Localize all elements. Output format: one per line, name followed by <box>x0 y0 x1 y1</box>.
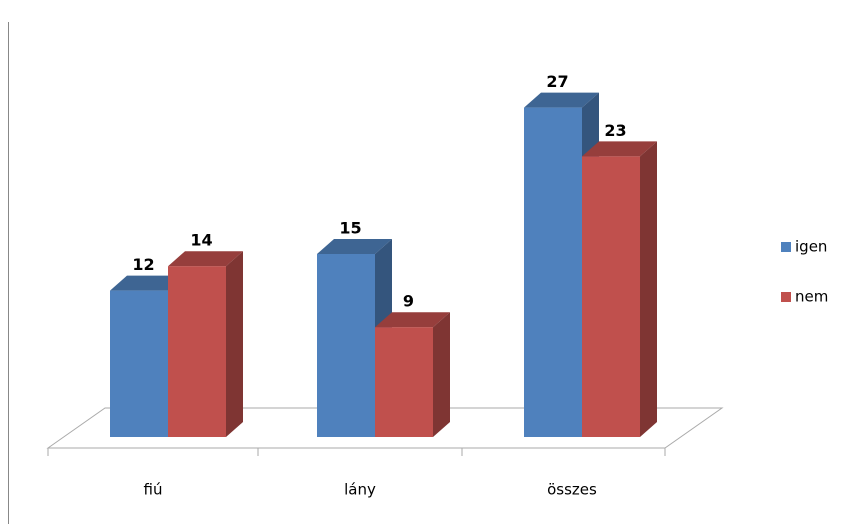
bar <box>168 266 226 437</box>
x-tick-label: fiú <box>144 481 163 499</box>
bar-side <box>640 141 657 437</box>
bar-top <box>110 275 185 291</box>
x-tick-label: összes <box>547 481 597 499</box>
bar-side <box>433 312 450 437</box>
bar-side <box>226 251 243 437</box>
data-label: 23 <box>604 121 626 140</box>
bar <box>375 327 433 437</box>
bar-top <box>524 92 599 108</box>
bar <box>110 290 168 437</box>
legend-label: igen <box>795 238 827 256</box>
data-label: 15 <box>339 219 361 238</box>
data-label: 27 <box>546 72 568 91</box>
bar <box>317 254 375 437</box>
bar <box>524 107 582 437</box>
legend-swatch <box>781 242 791 252</box>
bar <box>582 156 640 437</box>
bar-top <box>582 141 657 157</box>
data-label: 14 <box>190 231 212 250</box>
bar-top <box>375 312 450 328</box>
data-label: 12 <box>132 255 154 274</box>
bar-top <box>317 239 392 254</box>
floor-ticks <box>47 448 666 456</box>
legend-swatch <box>781 292 791 302</box>
x-tick-label: lány <box>344 481 376 499</box>
legend-label: nem <box>795 288 828 306</box>
bar-top <box>168 251 243 267</box>
data-label: 9 <box>403 292 414 311</box>
